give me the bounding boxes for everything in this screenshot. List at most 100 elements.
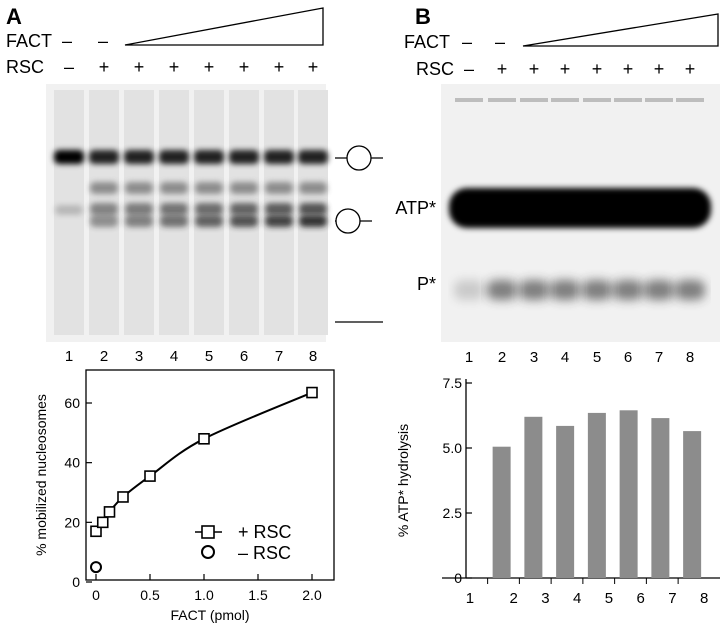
plus-rsc-point bbox=[144, 470, 156, 482]
gel-a-band-upper-mid bbox=[299, 182, 327, 194]
gel-b-well bbox=[551, 98, 579, 102]
gel-a-band-top bbox=[159, 150, 189, 164]
panel-a-lane-number: 6 bbox=[240, 348, 248, 365]
panel-b-lane-number: 4 bbox=[561, 349, 569, 366]
x-tick-label: 0 bbox=[92, 587, 100, 603]
bar-y-tick-label: 0 bbox=[454, 570, 462, 586]
panel-a-rsc-mark: + bbox=[204, 57, 215, 77]
panel-a-rsc-mark: + bbox=[308, 57, 319, 77]
panel-b-p-band-label: P* bbox=[417, 274, 436, 294]
panel-b-lane-number: 8 bbox=[686, 349, 694, 366]
y-tick-label: 60 bbox=[64, 395, 80, 411]
gel-a-band-top bbox=[54, 150, 84, 164]
gel-b-well bbox=[645, 98, 673, 102]
mobilization-x-axis-label: FACT (pmol) bbox=[170, 607, 249, 623]
panel-b-lane-numbers: 1 2 3 4 5 6 7 8 bbox=[465, 349, 694, 366]
panel-a-label: A bbox=[6, 4, 22, 29]
gel-a-band-faint bbox=[55, 205, 83, 215]
plus-rsc-point bbox=[117, 491, 129, 503]
panel-a-lane-number: 4 bbox=[170, 348, 178, 365]
panel-a-lane-number: 5 bbox=[205, 348, 213, 365]
panel-a-fact-gradient-triangle bbox=[124, 7, 324, 46]
plus-rsc-point bbox=[103, 506, 116, 518]
y-tick-label: 0 bbox=[72, 574, 80, 590]
bar-category-label: 7 bbox=[668, 590, 676, 607]
gel-b-well bbox=[520, 98, 548, 102]
gel-b-p-band bbox=[613, 280, 643, 300]
panel-b-lane-number: 1 bbox=[465, 349, 473, 366]
panel-a-lane-number: 3 bbox=[135, 348, 143, 365]
mobilization-legend: + RSC– RSC bbox=[195, 522, 292, 563]
x-tick-label: 2.0 bbox=[302, 587, 322, 603]
atp-hydrolysis-y-axis-label: % ATP* hydrolysis bbox=[395, 424, 411, 537]
panel-b-lane-number: 2 bbox=[498, 349, 506, 366]
panel-a-rsc-mark: + bbox=[274, 57, 285, 77]
panel-a-rsc-mark: + bbox=[99, 57, 110, 77]
panel-a: A FACT – – RSC – + + + + + + + 1 2 3 4 5 6 7 8 bbox=[6, 4, 383, 365]
legend-square-marker bbox=[201, 525, 215, 539]
gel-a-band-lower bbox=[195, 215, 223, 227]
panel-a-lane-number: 8 bbox=[309, 348, 317, 365]
panel-a-rsc-label: RSC bbox=[6, 57, 44, 77]
gel-b-well bbox=[583, 98, 611, 102]
gel-a-band-mid bbox=[265, 203, 293, 215]
panel-b-fact-label: FACT bbox=[404, 32, 450, 52]
panel-a-rsc-mark: + bbox=[169, 57, 180, 77]
bar-category-label: 6 bbox=[636, 590, 644, 607]
gel-a-band-upper-mid bbox=[265, 182, 293, 194]
bar-category-label: 5 bbox=[605, 590, 613, 607]
x-tick-label: 1.5 bbox=[248, 587, 268, 603]
bar-y-tick-label: 2.5 bbox=[443, 505, 463, 521]
gel-a-band-mid bbox=[160, 203, 188, 215]
mobilization-chart-ticks: 0 0.5 1.0 1.5 2.0 0 20 40 60 bbox=[64, 395, 322, 603]
minus-rsc-point bbox=[90, 561, 102, 574]
atp-hydrolysis-category-labels: 1 2 3 4 5 6 7 8 bbox=[466, 590, 709, 607]
gel-a-band-upper-mid bbox=[90, 182, 118, 194]
mobilization-chart-axes bbox=[85, 369, 335, 581]
bar-y-tick-label: 7.5 bbox=[443, 375, 463, 391]
panel-b-gel-bands bbox=[449, 98, 711, 300]
gel-a-band-lower bbox=[299, 215, 327, 227]
panel-a-rsc-mark: + bbox=[239, 57, 250, 77]
legend-plus-rsc-label: + RSC bbox=[238, 522, 292, 542]
atp-hydrolysis-bar bbox=[492, 446, 511, 578]
gel-a-band-lower bbox=[160, 215, 188, 227]
legend-minus-rsc-label: – RSC bbox=[238, 543, 291, 563]
plus-rsc-point bbox=[90, 525, 102, 538]
bar-y-tick-label: 5.0 bbox=[443, 440, 463, 456]
gel-b-well bbox=[455, 98, 483, 102]
x-tick-label: 0.5 bbox=[140, 587, 160, 603]
panel-b-fact-gradient-triangle bbox=[522, 13, 719, 47]
panel-b-rsc-marks: – + + + + + + + bbox=[464, 59, 695, 79]
x-tick-label: 1.0 bbox=[194, 587, 214, 603]
gel-b-well bbox=[614, 98, 642, 102]
atp-hydrolysis-bars bbox=[487, 410, 702, 584]
panel-b: B FACT – – RSC – + + + + + + + ATP* P* 1 2 3 4 5 6 7 8 bbox=[395, 4, 720, 366]
panel-a-lane-numbers: 1 2 3 4 5 6 7 8 bbox=[65, 348, 317, 365]
panel-b-fact-mark-2: – bbox=[495, 32, 505, 52]
atp-hydrolysis-chart: 0 2.5 5.0 7.5 1 2 3 4 5 6 7 8 % ATP* hydrolysis bbox=[395, 375, 720, 607]
y-tick-label: 20 bbox=[64, 514, 80, 530]
plus-rsc-point bbox=[96, 516, 109, 529]
gel-a-band-upper-mid bbox=[125, 182, 153, 194]
gel-b-p-band bbox=[454, 280, 484, 300]
panel-b-lane-number: 5 bbox=[593, 349, 601, 366]
atp-hydrolysis-bar bbox=[651, 418, 670, 578]
gel-a-band-mid bbox=[125, 203, 153, 215]
atp-hydrolysis-chart-ticks: 0 2.5 5.0 7.5 bbox=[443, 375, 472, 586]
bar-category-label: 2 bbox=[509, 590, 517, 607]
panel-a-gel-bands bbox=[54, 90, 328, 335]
panel-b-rsc-mark: + bbox=[560, 59, 571, 79]
mobilization-data-points bbox=[90, 386, 318, 574]
atp-hydrolysis-bar bbox=[556, 425, 575, 578]
gel-a-band-lower bbox=[230, 215, 258, 227]
gel-a-band-mid bbox=[230, 203, 258, 215]
gel-a-band-top bbox=[264, 150, 294, 164]
mobilization-plot-frame bbox=[85, 369, 335, 581]
panel-b-lane-number: 7 bbox=[655, 349, 663, 366]
mobilization-y-axis-label: % mobilized nucleosomes bbox=[33, 394, 49, 556]
panel-b-rsc-mark: + bbox=[685, 59, 696, 79]
bar-category-label: 1 bbox=[466, 590, 474, 607]
panel-a-nucleosome-circle-top bbox=[346, 145, 372, 171]
panel-b-rsc-mark: + bbox=[529, 59, 540, 79]
